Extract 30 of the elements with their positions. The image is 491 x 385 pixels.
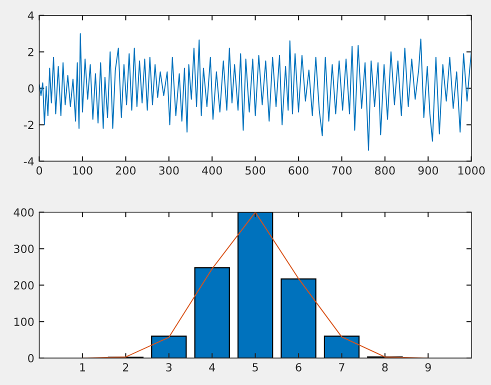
- x-tick-label: 1: [80, 363, 85, 372]
- x-tick-label: 4: [209, 363, 216, 372]
- y-tick-label: 0: [28, 354, 34, 362]
- x-tick-label: 2: [122, 363, 128, 372]
- x-tick-label: 6: [296, 363, 302, 372]
- x-tick-label: 900: [418, 166, 438, 175]
- y-tick-label: 400: [14, 208, 34, 217]
- x-tick-label: 200: [116, 166, 136, 175]
- y-tick-label: 100: [14, 318, 34, 326]
- x-tick-label: 7: [339, 363, 344, 372]
- y-tick-label: 0: [28, 84, 34, 93]
- x-tick-label: 8: [382, 363, 388, 372]
- y-tick-label: 2: [28, 48, 34, 56]
- x-tick-label: 400: [202, 166, 222, 175]
- x-tick-label: 0: [36, 166, 42, 175]
- x-tick-label: 700: [332, 166, 352, 175]
- y-tick-label: 300: [14, 244, 34, 254]
- x-tick-label: 9: [425, 363, 431, 372]
- x-tick-label: 500: [246, 166, 266, 175]
- y-tick-label: -2: [24, 120, 34, 129]
- x-tick-label: 800: [375, 166, 395, 175]
- x-tick-label: 3: [166, 363, 172, 372]
- y-tick-label: 4: [28, 12, 34, 20]
- x-tick-label: 600: [288, 166, 308, 175]
- y-tick-label: -4: [24, 157, 34, 166]
- x-tick-label: 100: [73, 166, 92, 175]
- x-tick-label: 5: [252, 363, 258, 372]
- x-tick-label: 300: [159, 166, 179, 175]
- y-tick-label: 200: [14, 281, 34, 290]
- x-tick-label: 1000: [458, 166, 485, 175]
